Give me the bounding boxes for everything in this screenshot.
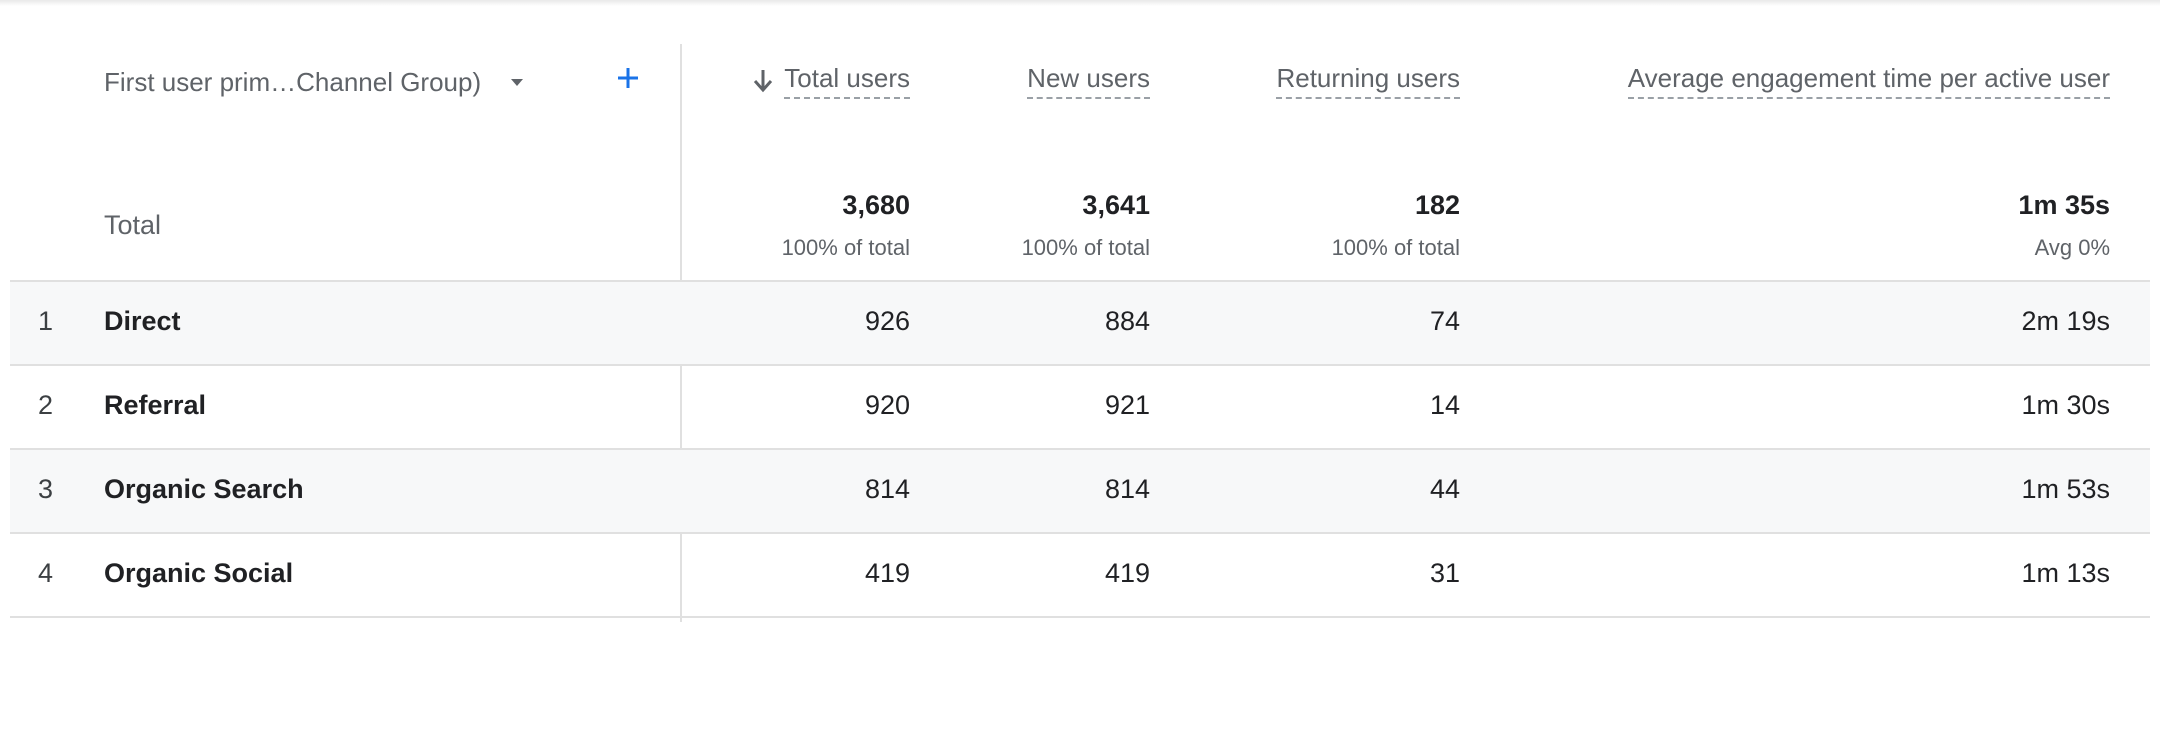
totals-row: Total 3,680 100% of total 3,641 100% of … [10, 148, 2150, 282]
total-users-total-value: 3,680 [842, 190, 910, 220]
column-label-total-users: Total users [784, 63, 910, 99]
column-label-new-users: New users [1027, 63, 1150, 99]
row-number: 1 [38, 306, 54, 336]
row-total-users: 920 [864, 390, 910, 420]
new-users-total: 3,641 100% of total [1022, 190, 1150, 261]
plus-icon [618, 68, 638, 88]
table-row[interactable]: 4 Organic Social 419 419 31 1m 13s [10, 534, 2150, 618]
row-returning-users: 74 [1429, 306, 1460, 336]
top-edge [0, 0, 2160, 6]
dimension-header-label: First user prim…Channel Group) [104, 66, 482, 97]
returning-users-total: 182 100% of total [1332, 190, 1460, 261]
avg-engagement-total: 1m 35s Avg 0% [2018, 190, 2110, 261]
row-new-users: 419 [1104, 558, 1150, 588]
table-row[interactable]: 3 Organic Search 814 814 44 1m 53s [10, 450, 2150, 534]
returning-users-total-sub: 100% of total [1331, 235, 1460, 260]
row-channel: Direct [104, 306, 181, 336]
table-header-row: First user prim…Channel Group) Total use… [10, 42, 2150, 148]
row-avg-engagement: 1m 13s [2021, 558, 2110, 588]
row-avg-engagement: 2m 19s [2021, 306, 2110, 336]
row-number: 4 [38, 558, 54, 588]
arrow-down-icon [752, 68, 774, 94]
avg-engagement-total-value: 1m 35s [2018, 190, 2110, 220]
column-header-new-users[interactable]: New users [1027, 56, 1150, 106]
row-returning-users: 31 [1429, 558, 1460, 588]
row-total-users: 926 [864, 306, 910, 336]
total-users-total-sub: 100% of total [781, 235, 910, 260]
row-new-users: 814 [1104, 474, 1150, 504]
row-number: 2 [38, 390, 54, 420]
row-total-users: 814 [864, 474, 910, 504]
row-new-users: 884 [1104, 306, 1150, 336]
row-channel: Referral [104, 390, 207, 420]
caret-down-icon [511, 78, 524, 86]
new-users-total-value: 3,641 [1082, 190, 1150, 220]
total-users-total: 3,680 100% of total [782, 190, 910, 261]
row-channel: Organic Social [104, 558, 294, 588]
table-row[interactable]: 2 Referral 920 921 14 1m 30s [10, 366, 2150, 450]
column-label-avg-engagement: Average engagement time per active user [1627, 63, 2110, 99]
avg-engagement-total-sub: Avg 0% [2034, 235, 2110, 260]
row-channel: Organic Search [104, 474, 304, 504]
returning-users-total-value: 182 [1414, 190, 1460, 220]
row-returning-users: 44 [1429, 474, 1460, 504]
report-table: First user prim…Channel Group) Total use… [10, 42, 2150, 622]
totals-label: Total [104, 210, 162, 240]
row-returning-users: 14 [1429, 390, 1460, 420]
new-users-total-sub: 100% of total [1021, 235, 1150, 260]
column-header-returning-users[interactable]: Returning users [1276, 56, 1460, 106]
column-header-total-users[interactable]: Total users [752, 56, 910, 106]
dimension-selector[interactable]: First user prim…Channel Group) [104, 60, 524, 104]
row-avg-engagement: 1m 53s [2021, 474, 2110, 504]
column-header-avg-engagement[interactable]: Average engagement time per active user [1627, 56, 2110, 106]
row-new-users: 921 [1104, 390, 1150, 420]
row-avg-engagement: 1m 30s [2021, 390, 2110, 420]
add-dimension-button[interactable] [606, 56, 650, 100]
row-number: 3 [38, 474, 54, 504]
row-total-users: 419 [864, 558, 910, 588]
column-label-returning-users: Returning users [1276, 63, 1460, 99]
table-row[interactable]: 1 Direct 926 884 74 2m 19s [10, 282, 2150, 366]
